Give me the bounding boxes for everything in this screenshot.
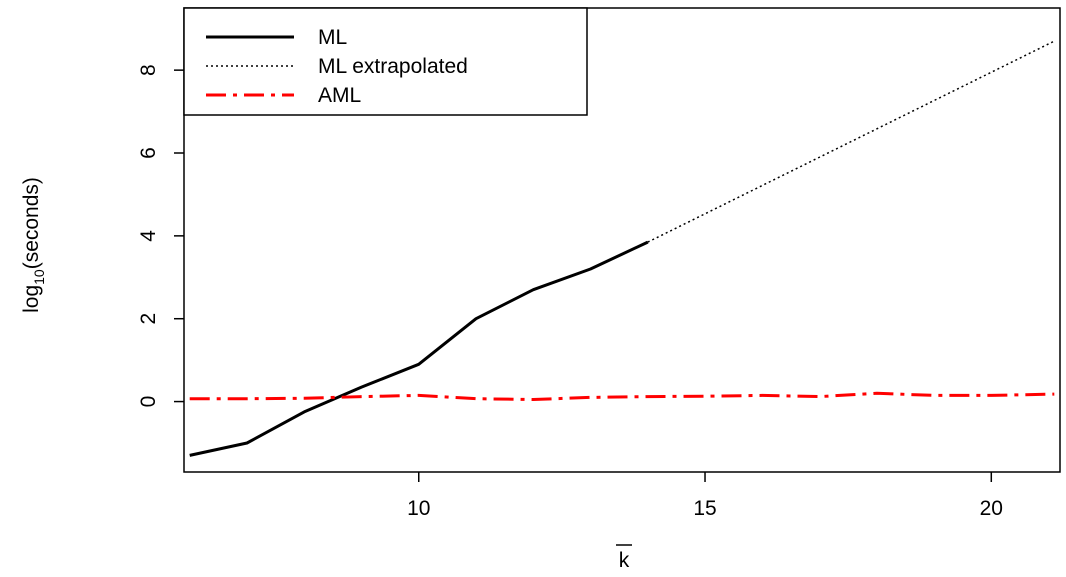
legend-box (183, 7, 588, 116)
y-axis-title-text: log10(seconds) (20, 177, 47, 313)
legend-label-aml: AML (318, 84, 361, 107)
y-tick-label-6: 6 (137, 147, 160, 159)
y-axis-title: log10(seconds) (20, 177, 47, 313)
y-axis-title-base: log (20, 285, 43, 313)
plot-lines (189, 40, 1055, 457)
x-tick-label-20: 20 (980, 497, 1003, 520)
y-tick-label-8: 8 (137, 64, 160, 76)
y-axis-title-subscript: 10 (31, 269, 47, 285)
plot-frame (183, 7, 1061, 473)
series-line-ml-extrapolated (647, 40, 1055, 243)
legend-label-ml-extrapolated: ML extrapolated (318, 55, 468, 78)
y-tick-label-4: 4 (137, 230, 160, 242)
legend-label-ml: ML (318, 26, 347, 49)
y-axis-title-rest: (seconds) (20, 177, 43, 269)
y-axis: 0 2 4 6 8 (137, 64, 184, 407)
x-axis-title: k (619, 549, 630, 572)
y-tick-label-0: 0 (137, 396, 160, 408)
y-tick-label-2: 2 (137, 313, 160, 325)
series-line-ml (189, 240, 649, 457)
x-axis: 10 15 20 (407, 472, 1003, 520)
series-line-aml (189, 391, 1055, 401)
x-tick-label-10: 10 (407, 497, 430, 520)
legend: ML ML extrapolated AML (183, 7, 588, 116)
x-tick-label-15: 15 (693, 497, 716, 520)
